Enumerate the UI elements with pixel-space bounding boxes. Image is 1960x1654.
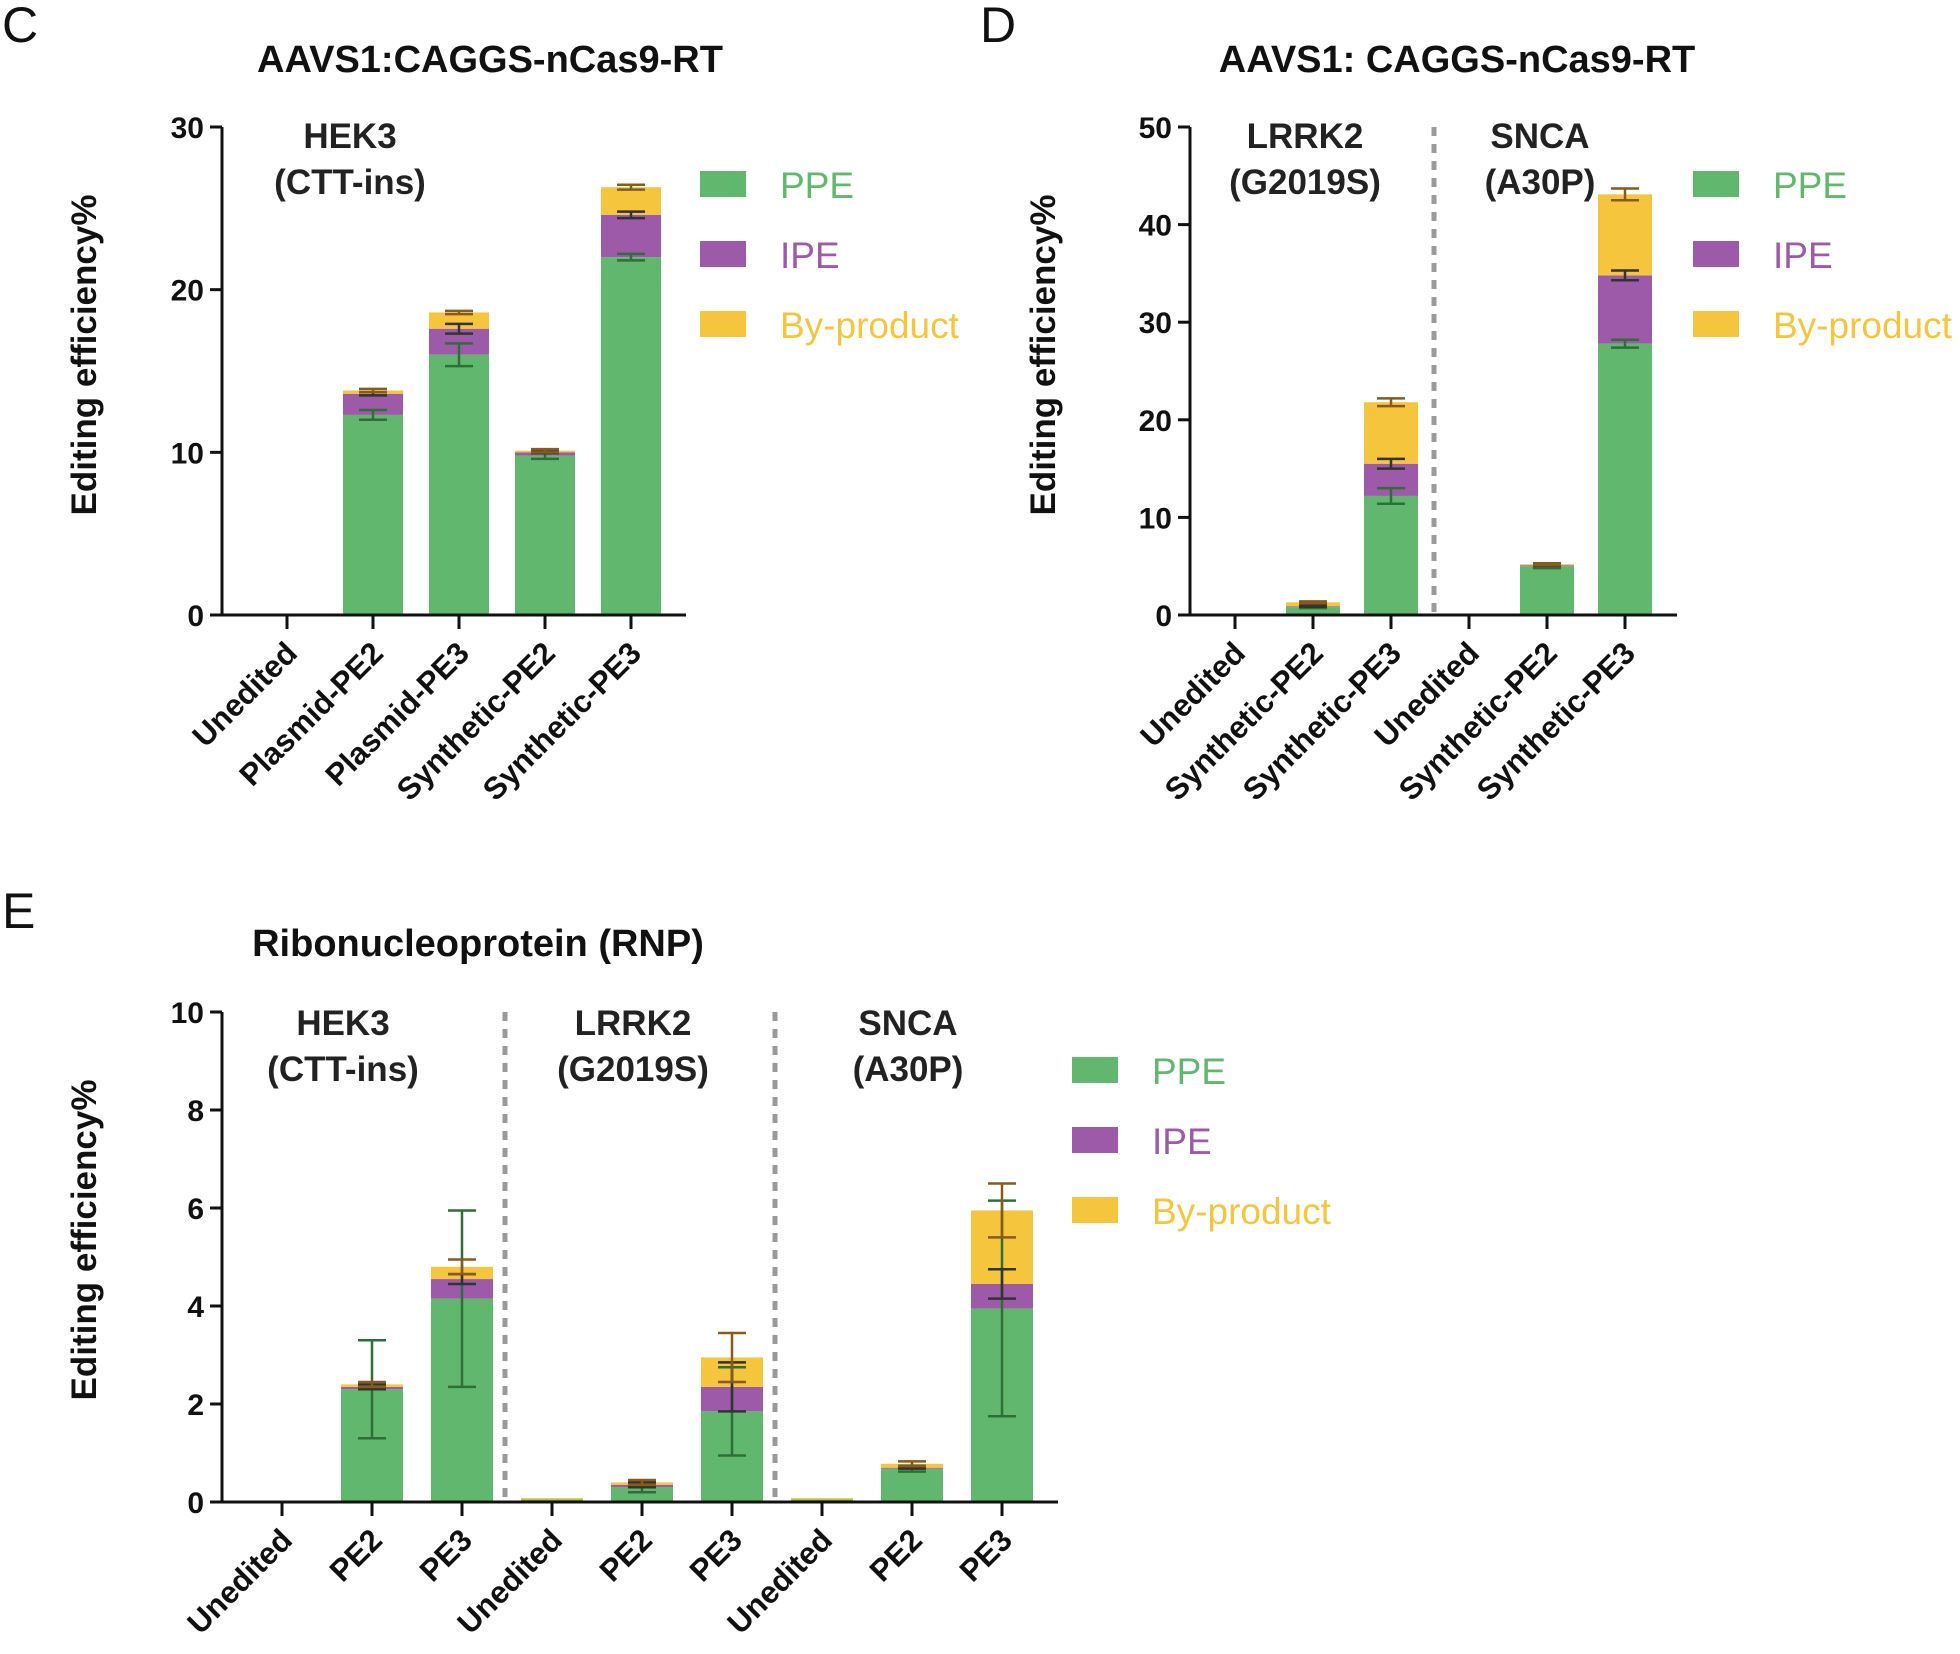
bar-segment-ppe	[1598, 343, 1652, 615]
y-tick-label: 10	[171, 997, 204, 1030]
group-label: (A30P)	[1485, 163, 1596, 202]
y-axis-label-c: Editing efficiency%	[65, 195, 104, 516]
group-label: SNCA	[858, 1004, 957, 1043]
group-label: (CTT-ins)	[267, 1050, 419, 1089]
group-label: (CTT-ins)	[274, 163, 426, 202]
chart-title-e: Ribonucleoprotein (RNP)	[252, 923, 704, 965]
legend-label: IPE	[1773, 235, 1833, 276]
panel-d: D AAVS1: CAGGS-nCas9-RT Editing efficien…	[980, 0, 1953, 807]
y-tick-label: 30	[1139, 307, 1172, 340]
legend-label: By-product	[780, 305, 960, 346]
chart-title-d: AAVS1: CAGGS-nCas9-RT	[1219, 39, 1695, 81]
x-tick-label: PE2	[593, 1522, 659, 1588]
group-label: HEK3	[303, 117, 396, 156]
x-tick-label: PE3	[953, 1522, 1019, 1588]
y-tick-label: 10	[1139, 502, 1172, 535]
legend-label: By-product	[1773, 305, 1953, 346]
bar-segment-ppe	[881, 1468, 943, 1502]
legend-label: By-product	[1152, 1191, 1332, 1232]
bar-segment-ppe	[1364, 495, 1418, 615]
y-axis-label-d: Editing efficiency%	[1024, 195, 1063, 516]
legend-swatch	[1072, 1127, 1118, 1153]
y-tick-label: 50	[1139, 112, 1172, 145]
y-tick-label: 2	[187, 1389, 204, 1422]
panel-letter-c: C	[2, 0, 38, 53]
x-tick-label: PE2	[863, 1522, 929, 1588]
group-label: (G2019S)	[1229, 163, 1381, 202]
bar-segment-by-product	[601, 187, 661, 215]
y-tick-label: 30	[171, 112, 204, 145]
bar-segment-by-product	[1598, 194, 1652, 276]
bar-segment-ipe	[1598, 275, 1652, 344]
y-tick-label: 0	[187, 600, 204, 633]
legend-swatch	[1693, 241, 1739, 267]
bar-segment-by-product	[521, 1498, 583, 1500]
group-label: LRRK2	[575, 1004, 692, 1043]
group-label: HEK3	[296, 1004, 389, 1043]
y-tick-label: 6	[187, 1193, 204, 1226]
x-tick-label: PE3	[413, 1522, 479, 1588]
panel-e: E Ribonucleoprotein (RNP) Editing effici…	[2, 883, 1332, 1641]
bar-segment-ppe	[429, 354, 489, 615]
legend-swatch	[1072, 1057, 1118, 1083]
bar-segment-ipe	[343, 393, 403, 415]
bar-segment-ppe	[343, 414, 403, 615]
legend-swatch	[700, 171, 746, 197]
legend-swatch	[700, 241, 746, 267]
bar-segment-ppe	[601, 257, 661, 615]
legend-swatch	[1693, 171, 1739, 197]
group-label: (G2019S)	[557, 1050, 709, 1089]
group-label: SNCA	[1490, 117, 1589, 156]
legend-swatch	[1693, 311, 1739, 337]
bar-segment-by-product	[791, 1498, 853, 1500]
legend-swatch	[1072, 1197, 1118, 1223]
y-tick-label: 0	[1155, 600, 1172, 633]
panel-letter-e: E	[2, 883, 35, 939]
group-label: (A30P)	[853, 1050, 964, 1089]
legend-label: PPE	[780, 165, 854, 206]
y-tick-label: 40	[1139, 210, 1172, 243]
x-tick-label: Synthetic-PE3	[476, 635, 648, 807]
y-tick-label: 0	[187, 1487, 204, 1520]
bar-segment-ppe	[611, 1487, 673, 1502]
bar-segment-by-product	[1364, 402, 1418, 464]
y-tick-label: 10	[171, 437, 204, 470]
x-tick-label: PE3	[683, 1522, 749, 1588]
y-tick-label: 20	[171, 275, 204, 308]
bar-segment-ppe	[1520, 566, 1574, 615]
bar-segment-ipe	[601, 214, 661, 258]
group-label: LRRK2	[1247, 117, 1364, 156]
y-tick-label: 4	[187, 1291, 204, 1324]
panel-c: C AAVS1:CAGGS-nCas9-RT Editing efficienc…	[2, 0, 960, 807]
x-tick-label: PE2	[323, 1522, 389, 1588]
legend-label: PPE	[1152, 1051, 1226, 1092]
chart-title-c: AAVS1:CAGGS-nCas9-RT	[257, 39, 723, 81]
legend-swatch	[700, 311, 746, 337]
y-tick-label: 8	[187, 1095, 204, 1128]
panel-letter-d: D	[980, 0, 1016, 53]
bar-segment-ppe	[1286, 607, 1340, 615]
legend-label: IPE	[1152, 1121, 1212, 1162]
x-tick-label: Unedited	[180, 1522, 299, 1641]
legend-label: PPE	[1773, 165, 1847, 206]
bar-segment-by-product	[429, 312, 489, 329]
y-tick-label: 20	[1139, 405, 1172, 438]
y-axis-label-e: Editing efficiency%	[65, 1080, 104, 1401]
legend-label: IPE	[780, 235, 840, 276]
bar-segment-ppe	[515, 455, 575, 615]
